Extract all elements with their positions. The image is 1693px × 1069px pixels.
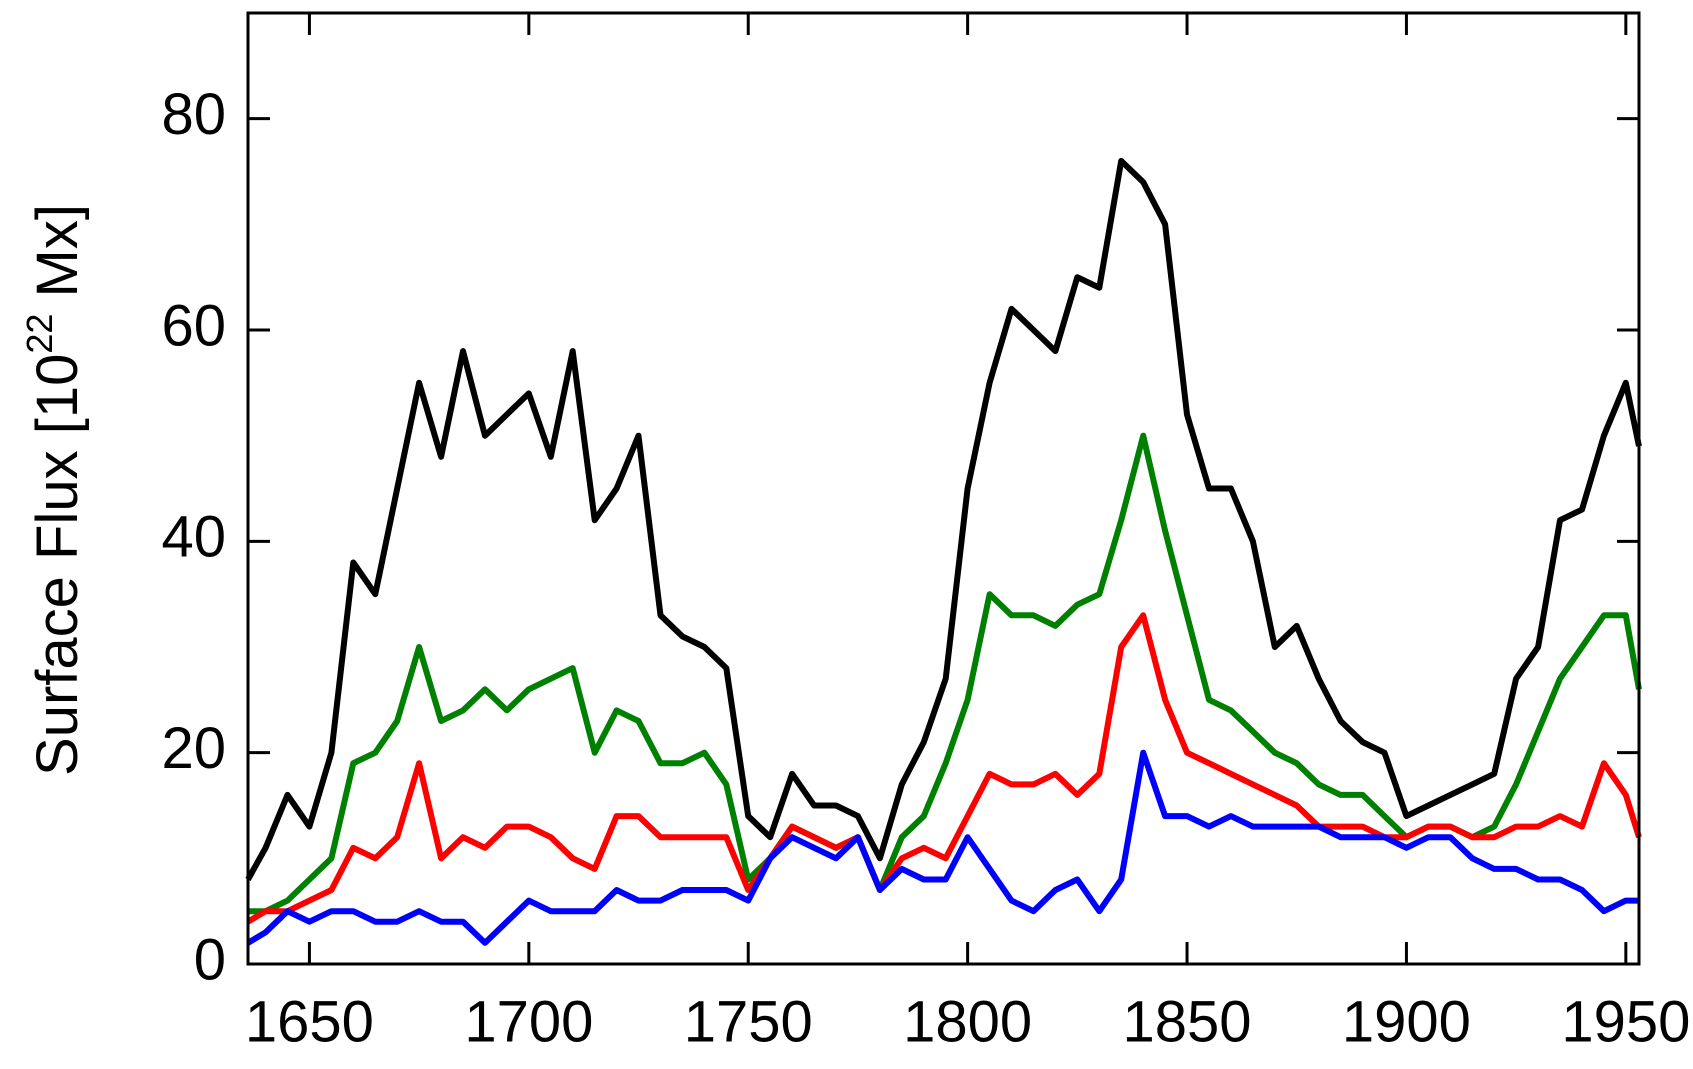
y-axis-label: Surface Flux [1022 Mx]: [19, 204, 91, 776]
plot-frame: [246, 11, 1641, 966]
x-tick-label: 1750: [684, 989, 813, 1054]
y-label-text: Surface Flux [10: [25, 354, 90, 776]
x-tick-label: 1650: [245, 989, 374, 1054]
x-tick-label: 1850: [1123, 989, 1252, 1054]
y-tick-label: 0: [194, 927, 226, 992]
y-tick-label: 60: [161, 293, 226, 358]
y-label-sup: 22: [19, 314, 60, 354]
y-tick-label: 20: [161, 716, 226, 781]
x-tick-label: 1800: [903, 989, 1032, 1054]
x-tick-label: 1950: [1561, 989, 1690, 1054]
x-tick-label: 1700: [464, 989, 593, 1054]
series-line: [246, 612, 1642, 925]
y-tick-label: 40: [161, 505, 226, 570]
x-tick-label: 1900: [1342, 989, 1471, 1054]
series-line: [246, 749, 1639, 946]
series-line: [245, 157, 1642, 881]
y-label-rest: Mx]: [25, 204, 90, 314]
y-tick-label: 80: [161, 82, 226, 147]
